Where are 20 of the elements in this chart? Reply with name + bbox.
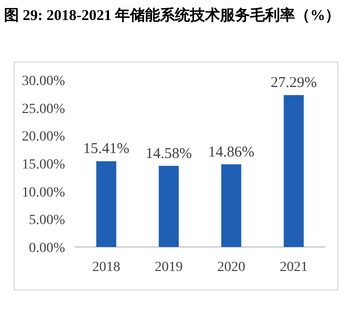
x-tick-label: 2018 xyxy=(92,260,120,275)
data-label: 15.41% xyxy=(83,141,130,158)
y-tick-label: 5.00% xyxy=(28,213,66,228)
y-tick-label: 20.00% xyxy=(22,130,66,145)
data-label: 14.58% xyxy=(146,146,192,162)
bar xyxy=(221,164,242,247)
x-tick-label: 2021 xyxy=(280,260,308,275)
chart-title: 图 29: 2018-2021 年储能系统技术服务毛利率（%） xyxy=(4,6,340,24)
bar xyxy=(284,95,304,247)
data-label: 14.86% xyxy=(208,144,254,160)
bar xyxy=(96,161,116,247)
x-tick-label: 2020 xyxy=(217,260,246,275)
data-label: 27.29% xyxy=(270,75,317,92)
y-tick-label: 25.00% xyxy=(22,102,66,117)
y-tick-label: 30.00% xyxy=(22,74,66,89)
y-tick-label: 15.00% xyxy=(22,158,66,172)
y-tick-label: 0.00% xyxy=(28,241,66,256)
bar xyxy=(158,166,179,247)
y-tick-label: 10.00% xyxy=(22,185,66,200)
x-tick-label: 2019 xyxy=(154,260,183,275)
